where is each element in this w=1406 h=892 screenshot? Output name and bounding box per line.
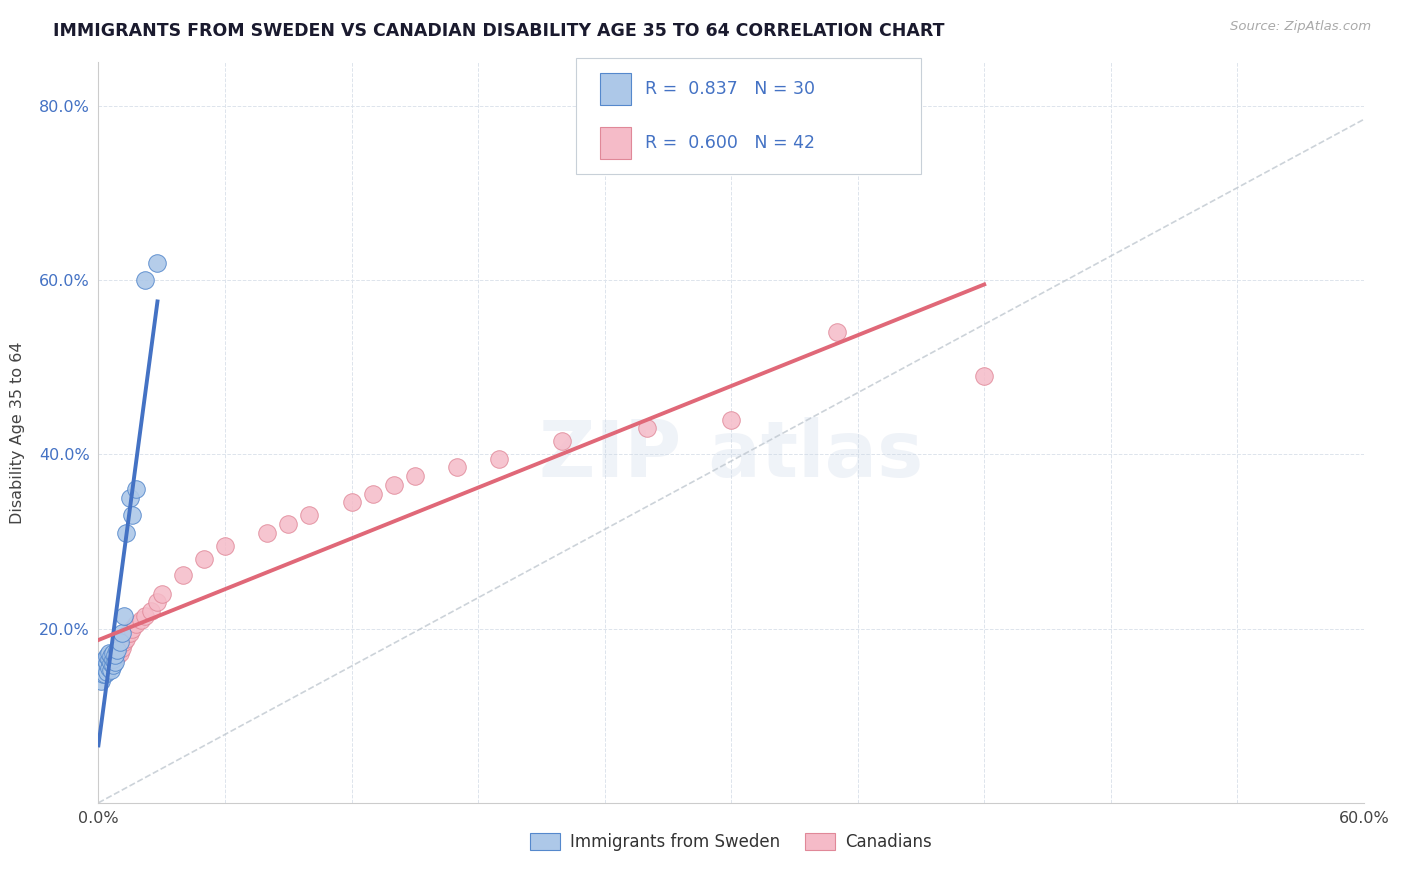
Point bbox=[90, 661, 112, 675]
Point bbox=[90, 673, 112, 688]
Point bbox=[103, 655, 125, 669]
Point bbox=[146, 595, 169, 609]
Text: R =  0.600   N = 42: R = 0.600 N = 42 bbox=[645, 134, 815, 152]
Point bbox=[100, 658, 122, 673]
Point bbox=[112, 608, 135, 623]
Point bbox=[382, 478, 405, 492]
Point bbox=[98, 649, 121, 664]
Point bbox=[111, 640, 132, 655]
Point bbox=[193, 552, 215, 566]
Point bbox=[103, 652, 125, 666]
Point bbox=[103, 646, 125, 660]
Point bbox=[125, 482, 148, 496]
Point bbox=[93, 652, 117, 666]
Y-axis label: Disability Age 35 to 64: Disability Age 35 to 64 bbox=[10, 342, 25, 524]
Point bbox=[134, 273, 156, 287]
Point bbox=[488, 451, 510, 466]
Point bbox=[146, 256, 169, 270]
Point bbox=[111, 626, 132, 640]
Point bbox=[103, 658, 125, 673]
Point bbox=[125, 617, 148, 632]
Point bbox=[551, 434, 574, 449]
Point bbox=[108, 646, 131, 660]
Text: Source: ZipAtlas.com: Source: ZipAtlas.com bbox=[1230, 20, 1371, 33]
Point bbox=[277, 517, 299, 532]
Point bbox=[98, 655, 121, 669]
Point bbox=[96, 661, 118, 675]
Point bbox=[121, 508, 143, 523]
Point bbox=[104, 646, 127, 660]
Point bbox=[98, 652, 121, 666]
Point bbox=[100, 649, 122, 664]
Point bbox=[636, 421, 658, 435]
Point bbox=[141, 604, 163, 618]
Point bbox=[120, 626, 141, 640]
Point bbox=[100, 664, 122, 678]
Point bbox=[104, 648, 127, 662]
Point bbox=[404, 469, 426, 483]
Point bbox=[100, 649, 122, 664]
Point bbox=[96, 665, 118, 680]
Point bbox=[256, 525, 278, 540]
Point bbox=[340, 495, 363, 509]
Point bbox=[214, 539, 236, 553]
Point bbox=[973, 369, 995, 384]
Point bbox=[108, 639, 131, 653]
Point bbox=[720, 412, 742, 426]
Point bbox=[104, 655, 127, 669]
Point bbox=[120, 491, 141, 505]
Point bbox=[93, 661, 117, 675]
Point bbox=[98, 646, 121, 660]
Point bbox=[825, 326, 848, 340]
Point bbox=[100, 657, 122, 671]
Text: IMMIGRANTS FROM SWEDEN VS CANADIAN DISABILITY AGE 35 TO 64 CORRELATION CHART: IMMIGRANTS FROM SWEDEN VS CANADIAN DISAB… bbox=[53, 22, 945, 40]
Point bbox=[134, 608, 156, 623]
Point bbox=[172, 567, 194, 582]
Point bbox=[96, 649, 118, 664]
Point bbox=[117, 626, 139, 640]
Point bbox=[115, 525, 138, 540]
Point bbox=[91, 657, 114, 671]
Point bbox=[93, 658, 117, 673]
Text: R =  0.837   N = 30: R = 0.837 N = 30 bbox=[645, 80, 815, 98]
Point bbox=[96, 657, 118, 671]
Point bbox=[112, 634, 135, 648]
Point bbox=[91, 666, 114, 681]
Point bbox=[361, 486, 384, 500]
Point bbox=[129, 613, 152, 627]
Point bbox=[93, 666, 117, 681]
Point bbox=[98, 661, 121, 675]
Point bbox=[91, 661, 114, 675]
Point bbox=[115, 632, 138, 646]
Point bbox=[107, 649, 129, 664]
Point bbox=[121, 622, 143, 636]
Legend: Immigrants from Sweden, Canadians: Immigrants from Sweden, Canadians bbox=[523, 826, 939, 857]
Point bbox=[298, 508, 321, 523]
Text: ZIP atlas: ZIP atlas bbox=[538, 417, 924, 493]
Point bbox=[107, 643, 129, 657]
Point bbox=[108, 634, 131, 648]
Point bbox=[446, 460, 468, 475]
Point bbox=[150, 587, 173, 601]
